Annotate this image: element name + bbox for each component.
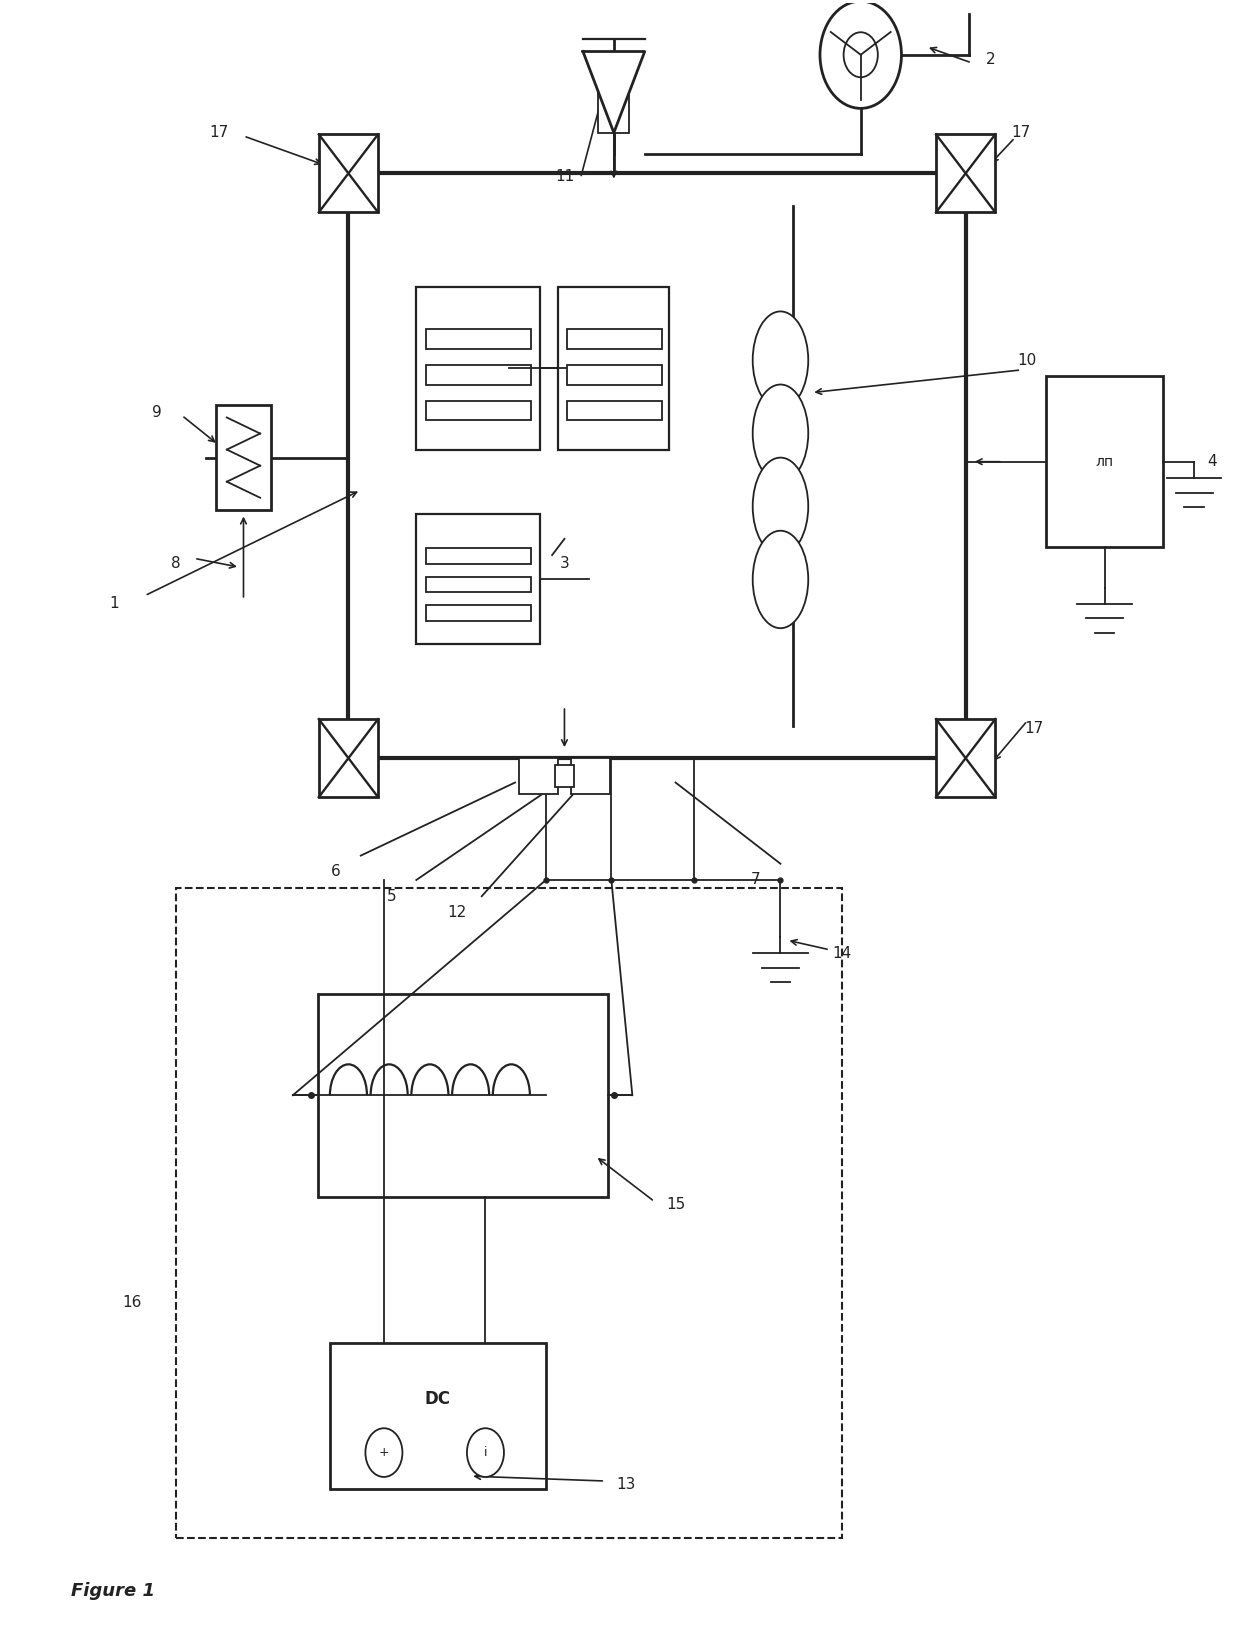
Circle shape <box>820 2 901 108</box>
Text: 14: 14 <box>832 945 852 960</box>
Bar <box>176 888 842 1537</box>
Circle shape <box>366 1428 403 1477</box>
Bar <box>427 401 531 421</box>
Text: 5: 5 <box>387 888 397 903</box>
Bar <box>427 577 531 592</box>
Bar <box>427 329 531 349</box>
Text: 13: 13 <box>616 1477 636 1491</box>
Bar <box>567 401 662 421</box>
Text: 7: 7 <box>751 872 760 887</box>
Text: 16: 16 <box>123 1294 143 1311</box>
Text: i: i <box>484 1446 487 1459</box>
Bar <box>216 404 272 510</box>
Text: 1: 1 <box>109 597 119 611</box>
Bar <box>330 1343 546 1490</box>
Text: 12: 12 <box>448 905 466 919</box>
Text: 17: 17 <box>210 126 228 140</box>
Text: 9: 9 <box>153 404 162 419</box>
Text: Figure 1: Figure 1 <box>71 1583 155 1601</box>
Text: 17: 17 <box>1012 126 1030 140</box>
Bar <box>554 766 574 787</box>
Bar <box>427 548 531 564</box>
Bar <box>570 758 610 794</box>
Text: 8: 8 <box>171 556 180 570</box>
Ellipse shape <box>753 385 808 482</box>
Text: 10: 10 <box>1018 352 1037 368</box>
Polygon shape <box>583 52 645 132</box>
Text: 3: 3 <box>559 556 569 570</box>
Bar <box>567 329 662 349</box>
Bar <box>558 287 670 450</box>
Bar <box>1045 377 1163 548</box>
Text: 11: 11 <box>554 170 574 184</box>
Bar <box>348 173 966 758</box>
Circle shape <box>843 33 878 77</box>
Ellipse shape <box>753 531 808 628</box>
Bar <box>427 605 531 621</box>
Circle shape <box>467 1428 503 1477</box>
Text: 17: 17 <box>1024 722 1043 737</box>
Bar <box>417 515 539 644</box>
Text: лп: лп <box>1095 455 1114 469</box>
Bar <box>518 758 558 794</box>
Bar <box>599 52 629 132</box>
Text: DC: DC <box>425 1389 451 1407</box>
Text: 2: 2 <box>986 52 996 67</box>
Bar <box>567 365 662 385</box>
Bar <box>936 134 996 212</box>
Ellipse shape <box>753 458 808 556</box>
Bar <box>427 365 531 385</box>
Bar <box>936 719 996 797</box>
Bar <box>319 134 378 212</box>
Bar <box>319 719 378 797</box>
Ellipse shape <box>753 311 808 409</box>
Text: 4: 4 <box>1208 455 1218 469</box>
Text: 6: 6 <box>331 864 341 879</box>
Bar <box>417 287 539 450</box>
Text: 15: 15 <box>666 1198 686 1213</box>
Text: +: + <box>378 1446 389 1459</box>
Bar <box>317 994 608 1196</box>
